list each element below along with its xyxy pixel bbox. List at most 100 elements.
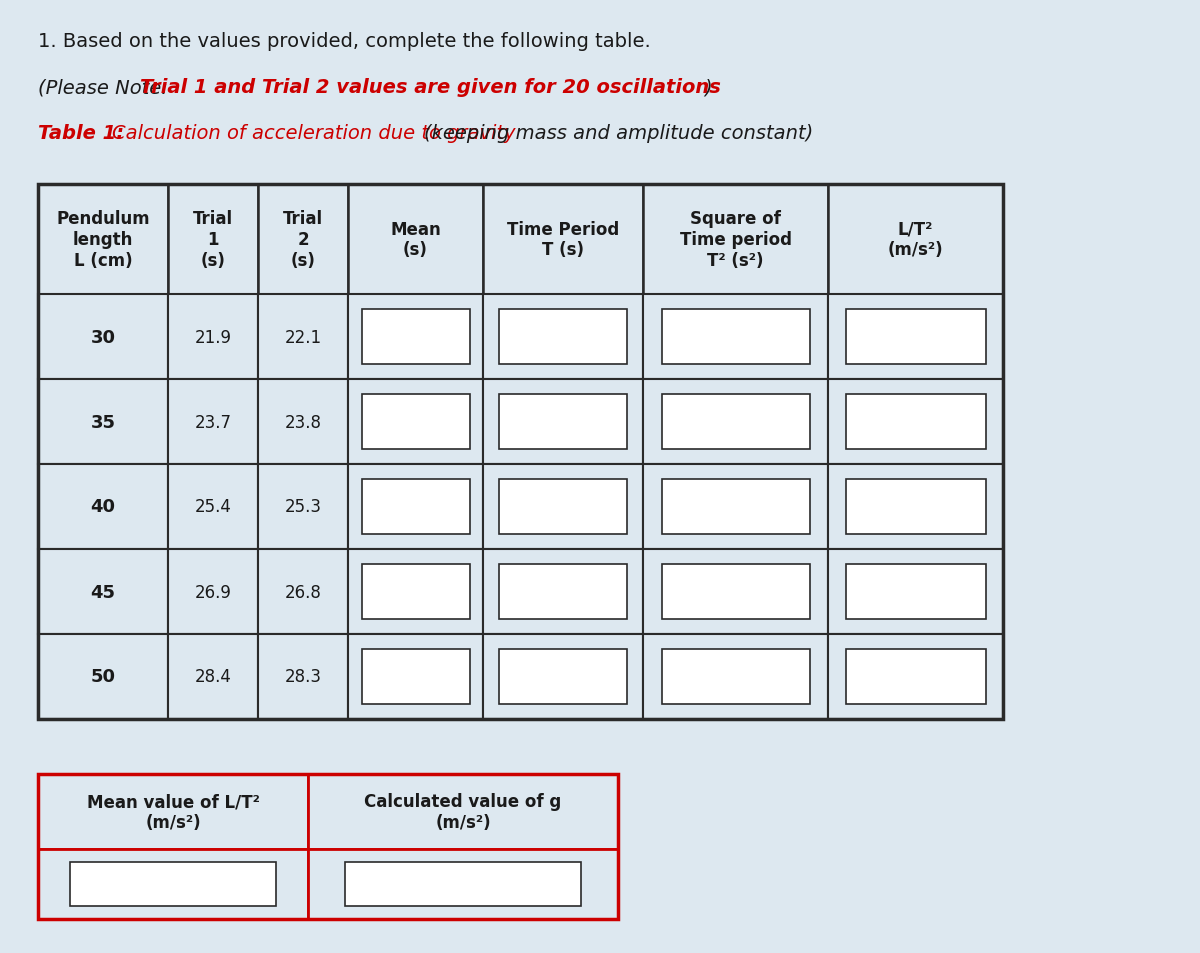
Bar xyxy=(38,294,168,379)
Bar xyxy=(482,464,643,550)
Bar xyxy=(348,550,482,635)
Bar xyxy=(482,550,643,635)
Text: (keeping mass and amplitude constant): (keeping mass and amplitude constant) xyxy=(424,124,814,143)
Bar xyxy=(499,479,628,534)
Bar xyxy=(643,635,828,720)
Bar xyxy=(643,550,828,635)
Text: Trial
1
(s): Trial 1 (s) xyxy=(193,210,233,270)
Bar xyxy=(482,294,643,379)
Bar xyxy=(361,479,469,534)
Bar xyxy=(38,635,168,720)
Text: 28.3: 28.3 xyxy=(284,668,322,686)
Bar xyxy=(828,379,1003,464)
Bar xyxy=(643,379,828,464)
Bar xyxy=(71,862,276,906)
Text: 30: 30 xyxy=(90,328,115,346)
Bar xyxy=(168,379,258,464)
Bar xyxy=(846,479,985,534)
Bar xyxy=(38,185,1003,720)
Bar xyxy=(258,379,348,464)
Text: Mean
(s): Mean (s) xyxy=(390,220,440,259)
Bar xyxy=(168,294,258,379)
Bar xyxy=(661,479,810,534)
Bar xyxy=(643,294,828,379)
Bar xyxy=(258,294,348,379)
Bar xyxy=(38,185,168,294)
Text: (Please Note:: (Please Note: xyxy=(38,78,174,97)
Bar xyxy=(482,635,643,720)
Bar xyxy=(482,379,643,464)
Bar xyxy=(661,310,810,364)
Bar xyxy=(38,379,168,464)
Bar xyxy=(361,650,469,704)
Text: 26.8: 26.8 xyxy=(284,583,322,601)
Bar xyxy=(846,650,985,704)
Bar xyxy=(348,464,482,550)
Bar xyxy=(828,635,1003,720)
Text: ): ) xyxy=(704,78,712,97)
Bar xyxy=(846,395,985,449)
Bar xyxy=(828,185,1003,294)
Text: Mean value of L/T²
(m/s²): Mean value of L/T² (m/s²) xyxy=(86,792,259,831)
Text: 26.9: 26.9 xyxy=(194,583,232,601)
Text: Time Period
T (s): Time Period T (s) xyxy=(506,220,619,259)
Text: Pendulum
length
L (cm): Pendulum length L (cm) xyxy=(56,210,150,270)
Bar xyxy=(661,565,810,619)
Bar xyxy=(168,464,258,550)
Text: Square of
Time period
T² (s²): Square of Time period T² (s²) xyxy=(679,210,792,270)
Bar xyxy=(38,774,618,919)
Bar xyxy=(846,310,985,364)
Text: 22.1: 22.1 xyxy=(284,328,322,346)
Bar xyxy=(308,849,618,919)
Bar xyxy=(38,774,308,849)
Text: Calculated value of g
(m/s²): Calculated value of g (m/s²) xyxy=(365,792,562,831)
Bar xyxy=(168,550,258,635)
Bar xyxy=(661,650,810,704)
Text: Trial 1 and Trial 2 values are given for 20 oscillations: Trial 1 and Trial 2 values are given for… xyxy=(140,78,721,97)
Bar xyxy=(348,294,482,379)
Bar xyxy=(308,774,618,849)
Bar xyxy=(348,185,482,294)
Bar xyxy=(348,635,482,720)
Bar xyxy=(38,849,308,919)
Bar xyxy=(258,464,348,550)
Text: Table 1:: Table 1: xyxy=(38,124,131,143)
Bar xyxy=(258,550,348,635)
Bar xyxy=(38,550,168,635)
Bar xyxy=(346,862,581,906)
Text: 40: 40 xyxy=(90,498,115,516)
Bar xyxy=(258,185,348,294)
Text: Calculation of acceleration due to gravity: Calculation of acceleration due to gravi… xyxy=(112,124,522,143)
Text: 1. Based on the values provided, complete the following table.: 1. Based on the values provided, complet… xyxy=(38,32,650,51)
Text: 21.9: 21.9 xyxy=(194,328,232,346)
Bar xyxy=(361,565,469,619)
Bar xyxy=(258,635,348,720)
Bar xyxy=(482,185,643,294)
Text: 50: 50 xyxy=(90,668,115,686)
Text: 45: 45 xyxy=(90,583,115,601)
Text: L/T²
(m/s²): L/T² (m/s²) xyxy=(888,220,943,259)
Text: 28.4: 28.4 xyxy=(194,668,232,686)
Bar xyxy=(499,310,628,364)
Bar xyxy=(828,464,1003,550)
Bar xyxy=(348,379,482,464)
Bar xyxy=(499,565,628,619)
Bar xyxy=(661,395,810,449)
Bar xyxy=(828,550,1003,635)
Bar xyxy=(643,185,828,294)
Text: 25.4: 25.4 xyxy=(194,498,232,516)
Bar xyxy=(38,464,168,550)
Bar xyxy=(361,395,469,449)
Bar xyxy=(168,635,258,720)
Bar xyxy=(168,185,258,294)
Text: Trial
2
(s): Trial 2 (s) xyxy=(283,210,323,270)
Bar xyxy=(499,650,628,704)
Text: 25.3: 25.3 xyxy=(284,498,322,516)
Bar xyxy=(361,310,469,364)
Text: 35: 35 xyxy=(90,413,115,431)
Text: 23.8: 23.8 xyxy=(284,413,322,431)
Text: 23.7: 23.7 xyxy=(194,413,232,431)
Bar xyxy=(828,294,1003,379)
Bar xyxy=(499,395,628,449)
Bar xyxy=(846,565,985,619)
